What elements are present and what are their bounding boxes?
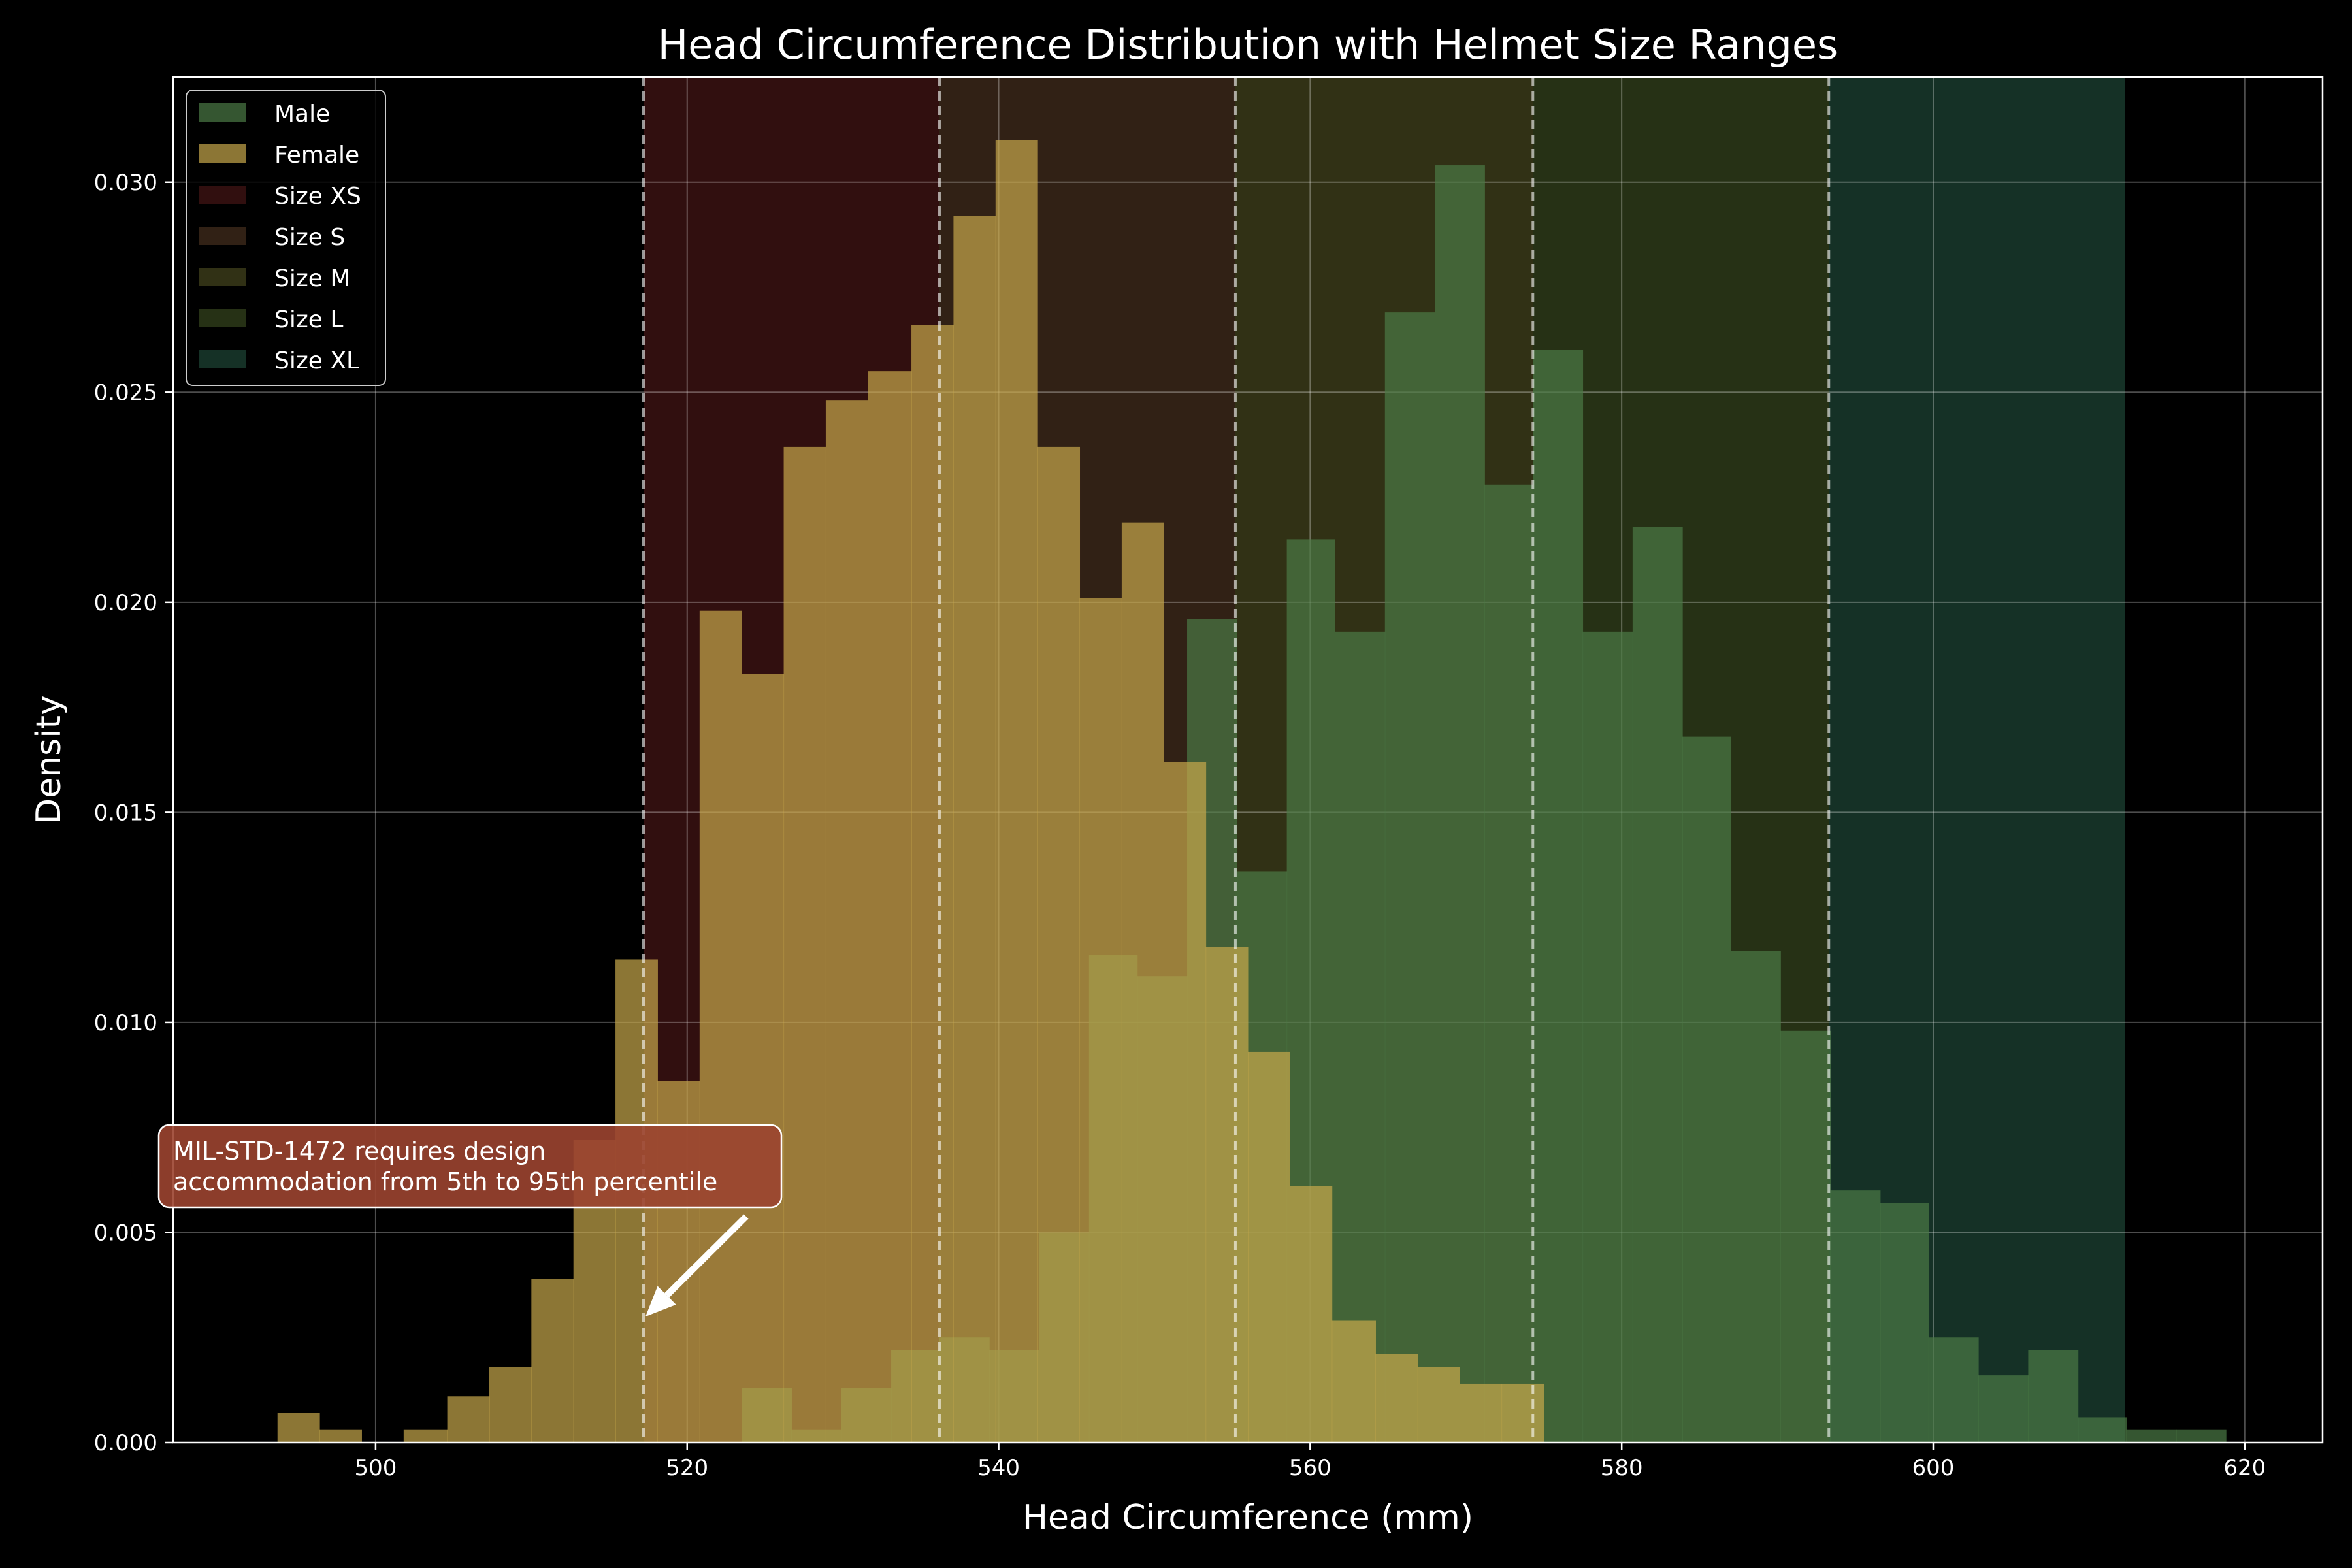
male-bar bbox=[2126, 1429, 2177, 1443]
male-bar bbox=[1928, 1337, 1979, 1443]
male-bar bbox=[1978, 1375, 2029, 1443]
y-tick-label: 0.015 bbox=[94, 800, 157, 826]
legend-frame bbox=[186, 90, 386, 386]
legend-swatch-male bbox=[199, 103, 246, 122]
female-bar bbox=[403, 1429, 448, 1443]
male-bar bbox=[1780, 1030, 1831, 1443]
male-bar bbox=[1384, 312, 1435, 1443]
axis-ticks: 500 520 540 560 580 600 620 0.000 0.005 0.010 0.01… bbox=[94, 170, 2266, 1481]
y-tick-label: 0.025 bbox=[94, 380, 157, 406]
male-bar bbox=[1830, 1190, 1881, 1443]
female-bar bbox=[1331, 1320, 1376, 1443]
y-axis-label: Density bbox=[29, 695, 69, 825]
male-bar bbox=[1533, 350, 1584, 1443]
y-tick-label: 0.020 bbox=[94, 590, 157, 616]
female-bar bbox=[1037, 446, 1081, 1443]
male-bar bbox=[1484, 484, 1533, 1443]
female-bar bbox=[742, 674, 785, 1443]
y-tick-label: 0.030 bbox=[94, 170, 157, 196]
x-tick-label: 500 bbox=[354, 1455, 397, 1481]
female-bar bbox=[1417, 1367, 1460, 1443]
male-bar bbox=[1632, 527, 1683, 1443]
chart-title: Head Circumference Distribution with Hel… bbox=[658, 21, 1838, 69]
legend-label-male: Male bbox=[274, 101, 330, 127]
legend-label-size-xl: Size XL bbox=[274, 348, 359, 374]
male-bar bbox=[1880, 1203, 1929, 1443]
male-bar bbox=[1582, 631, 1633, 1443]
female-bar bbox=[911, 325, 954, 1443]
female-bar bbox=[277, 1413, 320, 1443]
female-bar bbox=[489, 1367, 532, 1443]
x-tick-label: 540 bbox=[977, 1455, 1020, 1481]
annotation-box bbox=[157, 1124, 783, 1209]
male-bar bbox=[1731, 951, 1781, 1443]
male-bar bbox=[1335, 631, 1386, 1443]
x-tick-label: 520 bbox=[666, 1455, 708, 1481]
female-bar bbox=[825, 400, 868, 1443]
plot-area bbox=[172, 76, 2324, 1444]
annotation-line-2: accommodation from 5th to 95th percentil… bbox=[173, 1168, 717, 1196]
legend-label-female: Female bbox=[274, 142, 359, 169]
male-bar bbox=[1435, 165, 1485, 1443]
male-bar bbox=[2028, 1350, 2079, 1443]
legend-swatch-size-xl bbox=[199, 350, 246, 368]
x-tick-label: 620 bbox=[2223, 1455, 2266, 1481]
legend-swatch-female bbox=[199, 144, 246, 163]
x-tick-label: 560 bbox=[1289, 1455, 1331, 1481]
female-bar bbox=[1121, 522, 1164, 1443]
female-bar bbox=[1205, 947, 1249, 1443]
female-bar bbox=[699, 610, 742, 1443]
legend-label-size-m: Size M bbox=[274, 265, 350, 292]
legend-items: Male Female Size XS Size S Size M Size L Size … bbox=[199, 101, 361, 374]
y-tick-label: 0.005 bbox=[94, 1220, 157, 1246]
annotation-arrow bbox=[664, 1214, 749, 1298]
legend-swatch-size-s bbox=[199, 227, 246, 245]
legend-swatch-size-m bbox=[199, 268, 246, 286]
female-bar bbox=[319, 1429, 362, 1443]
female-bar bbox=[995, 140, 1038, 1443]
size-boundary-lines bbox=[642, 77, 1831, 1443]
plot-frame bbox=[172, 76, 2324, 1444]
female-bar bbox=[447, 1396, 490, 1443]
y-tick-label: 0.000 bbox=[94, 1430, 157, 1456]
x-tick-label: 580 bbox=[1601, 1455, 1643, 1481]
male-bar bbox=[1682, 736, 1731, 1443]
female-bar bbox=[1248, 1051, 1290, 1443]
y-tick-label: 0.010 bbox=[94, 1010, 157, 1036]
female-bar bbox=[1079, 598, 1122, 1443]
female-bar bbox=[1501, 1383, 1544, 1443]
female-bar bbox=[1375, 1354, 1418, 1443]
annotation: MIL-STD-1472 requires design accommodati… bbox=[157, 1124, 783, 1317]
female-bar bbox=[953, 216, 996, 1443]
legend: Male Female Size XS Size S Size M Size L Size … bbox=[186, 90, 386, 386]
legend-label-size-xs: Size XS bbox=[274, 183, 361, 210]
x-axis-label: Head Circumference (mm) bbox=[1022, 1498, 1473, 1537]
female-bar bbox=[1290, 1186, 1333, 1443]
annotation-arrow-head bbox=[645, 1286, 676, 1317]
legend-label-size-l: Size L bbox=[274, 306, 343, 333]
female-bar bbox=[531, 1279, 574, 1443]
male-bar bbox=[2078, 1417, 2127, 1443]
x-tick-label: 600 bbox=[1912, 1455, 1955, 1481]
legend-swatch-size-l bbox=[199, 309, 246, 327]
female-bar bbox=[868, 371, 912, 1443]
female-bar bbox=[1460, 1383, 1503, 1443]
female-bar bbox=[1164, 762, 1207, 1443]
female-bar bbox=[783, 446, 826, 1443]
legend-label-size-s: Size S bbox=[274, 224, 345, 251]
legend-swatch-size-xs bbox=[199, 186, 246, 204]
male-bar bbox=[2176, 1429, 2227, 1443]
annotation-line-1: MIL-STD-1472 requires design bbox=[173, 1137, 546, 1166]
